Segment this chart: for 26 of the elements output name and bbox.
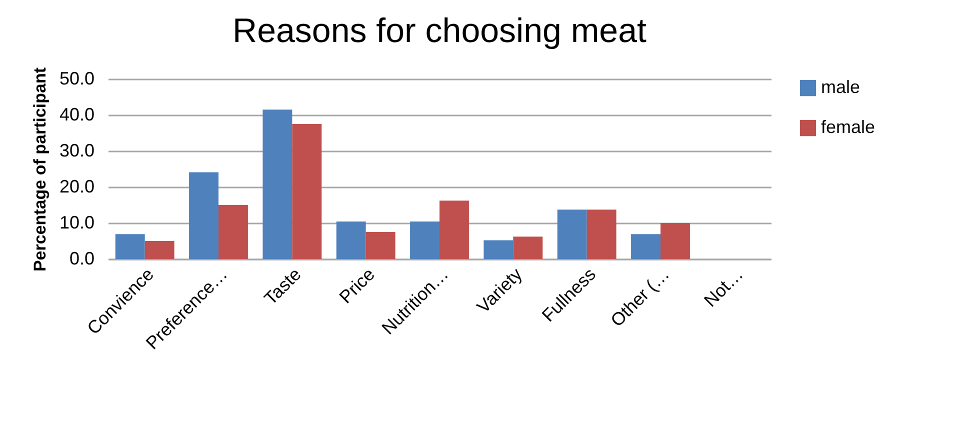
y-tick-label: 40.0 [59, 104, 94, 124]
chart-title: Reasons for choosing meat [232, 12, 647, 50]
bar [366, 232, 396, 259]
bar [218, 205, 248, 259]
bar [115, 234, 145, 259]
bar [631, 234, 660, 259]
y-tick-label: 20.0 [59, 176, 94, 196]
bar [410, 222, 440, 259]
bar [336, 222, 366, 259]
bar [660, 223, 690, 259]
legend-label: female [821, 117, 876, 137]
y-axis-title: Percentage of participant [30, 67, 50, 272]
bar [586, 210, 616, 259]
bar [189, 172, 218, 259]
bar [557, 210, 587, 259]
bar [484, 240, 514, 259]
y-tick-label: 10.0 [59, 212, 94, 232]
y-tick-label: 50.0 [59, 68, 94, 88]
bar [262, 110, 292, 259]
bar [440, 200, 469, 259]
bar [292, 124, 322, 259]
y-tick-label: 0.0 [69, 248, 94, 268]
bar [144, 241, 174, 259]
y-tick-label: 30.0 [59, 140, 94, 160]
bar [513, 236, 543, 259]
legend-label: male [821, 77, 860, 97]
